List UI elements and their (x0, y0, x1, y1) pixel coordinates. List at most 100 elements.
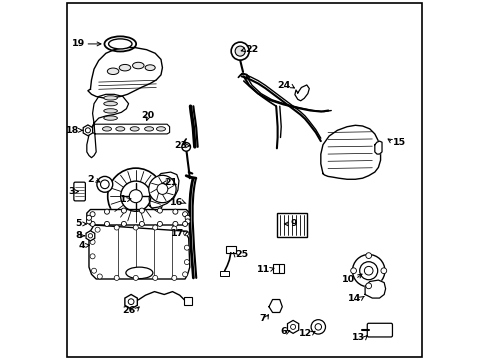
Circle shape (114, 225, 119, 230)
Circle shape (182, 272, 187, 277)
Ellipse shape (125, 267, 153, 279)
Polygon shape (268, 300, 282, 312)
Circle shape (314, 324, 321, 330)
Circle shape (290, 324, 295, 329)
Ellipse shape (156, 127, 165, 131)
Polygon shape (365, 280, 385, 298)
Text: 17: 17 (170, 229, 183, 238)
Circle shape (152, 225, 158, 230)
Polygon shape (88, 48, 162, 98)
Circle shape (350, 268, 356, 274)
Bar (273, 264, 284, 273)
Circle shape (133, 275, 138, 280)
Circle shape (91, 268, 96, 273)
Polygon shape (287, 320, 298, 333)
Polygon shape (89, 225, 189, 279)
Circle shape (97, 274, 102, 279)
Text: 18: 18 (66, 126, 80, 135)
Text: 25: 25 (235, 251, 248, 259)
Circle shape (95, 227, 100, 232)
Ellipse shape (108, 39, 132, 49)
Text: 1: 1 (120, 195, 126, 204)
Text: 8: 8 (75, 231, 81, 240)
Text: 16: 16 (170, 198, 183, 207)
Circle shape (139, 221, 144, 226)
Ellipse shape (116, 127, 124, 131)
Circle shape (365, 253, 371, 258)
Text: 13: 13 (351, 333, 365, 342)
Circle shape (90, 239, 95, 244)
Circle shape (172, 221, 178, 226)
Circle shape (86, 219, 91, 224)
Circle shape (364, 266, 372, 275)
Circle shape (139, 208, 144, 213)
Text: 23: 23 (173, 141, 186, 150)
Circle shape (121, 208, 126, 213)
Circle shape (101, 180, 109, 189)
Circle shape (104, 221, 109, 226)
Bar (277, 213, 306, 237)
Text: 10: 10 (342, 274, 355, 284)
Circle shape (352, 255, 384, 287)
Circle shape (90, 212, 95, 217)
Polygon shape (149, 172, 179, 208)
Ellipse shape (119, 64, 130, 71)
Circle shape (235, 46, 244, 56)
Polygon shape (374, 141, 381, 154)
Circle shape (107, 168, 163, 224)
Circle shape (182, 212, 187, 217)
Ellipse shape (103, 109, 117, 113)
Text: 24: 24 (277, 81, 290, 90)
Text: 2: 2 (87, 175, 94, 184)
Polygon shape (87, 210, 189, 225)
Text: 3: 3 (68, 187, 75, 196)
Circle shape (359, 262, 377, 280)
Circle shape (90, 254, 95, 259)
Bar (184, 297, 192, 305)
Text: 12: 12 (298, 328, 311, 338)
Bar (225, 246, 235, 253)
Ellipse shape (103, 96, 117, 100)
Text: 4: 4 (79, 241, 85, 250)
Circle shape (171, 226, 177, 231)
Ellipse shape (103, 116, 117, 120)
FancyBboxPatch shape (74, 182, 85, 201)
Text: 26: 26 (122, 306, 136, 315)
Polygon shape (294, 85, 309, 101)
Circle shape (128, 299, 134, 305)
Circle shape (157, 221, 162, 226)
Bar (220, 271, 228, 276)
Circle shape (310, 320, 325, 334)
Circle shape (380, 268, 386, 274)
FancyBboxPatch shape (366, 323, 392, 337)
Ellipse shape (132, 62, 144, 69)
Polygon shape (87, 123, 96, 158)
Circle shape (121, 221, 126, 226)
Text: 20: 20 (141, 111, 154, 120)
Circle shape (157, 208, 162, 213)
Ellipse shape (130, 127, 139, 131)
Circle shape (172, 209, 178, 214)
Text: 5: 5 (75, 219, 81, 228)
Circle shape (97, 176, 113, 192)
Polygon shape (86, 231, 95, 241)
Circle shape (182, 221, 187, 226)
Text: 15: 15 (392, 138, 405, 147)
Circle shape (152, 275, 158, 280)
Circle shape (365, 283, 371, 289)
Ellipse shape (145, 65, 155, 71)
Circle shape (171, 275, 177, 280)
Circle shape (231, 42, 249, 60)
Polygon shape (320, 125, 380, 179)
Circle shape (148, 175, 176, 203)
Ellipse shape (103, 102, 117, 106)
Circle shape (88, 234, 92, 238)
Polygon shape (92, 124, 169, 134)
Circle shape (157, 184, 167, 194)
Circle shape (114, 275, 119, 280)
Ellipse shape (102, 127, 111, 131)
Circle shape (90, 221, 95, 226)
Ellipse shape (144, 127, 153, 131)
Circle shape (121, 181, 151, 211)
Text: 11: 11 (257, 265, 270, 274)
